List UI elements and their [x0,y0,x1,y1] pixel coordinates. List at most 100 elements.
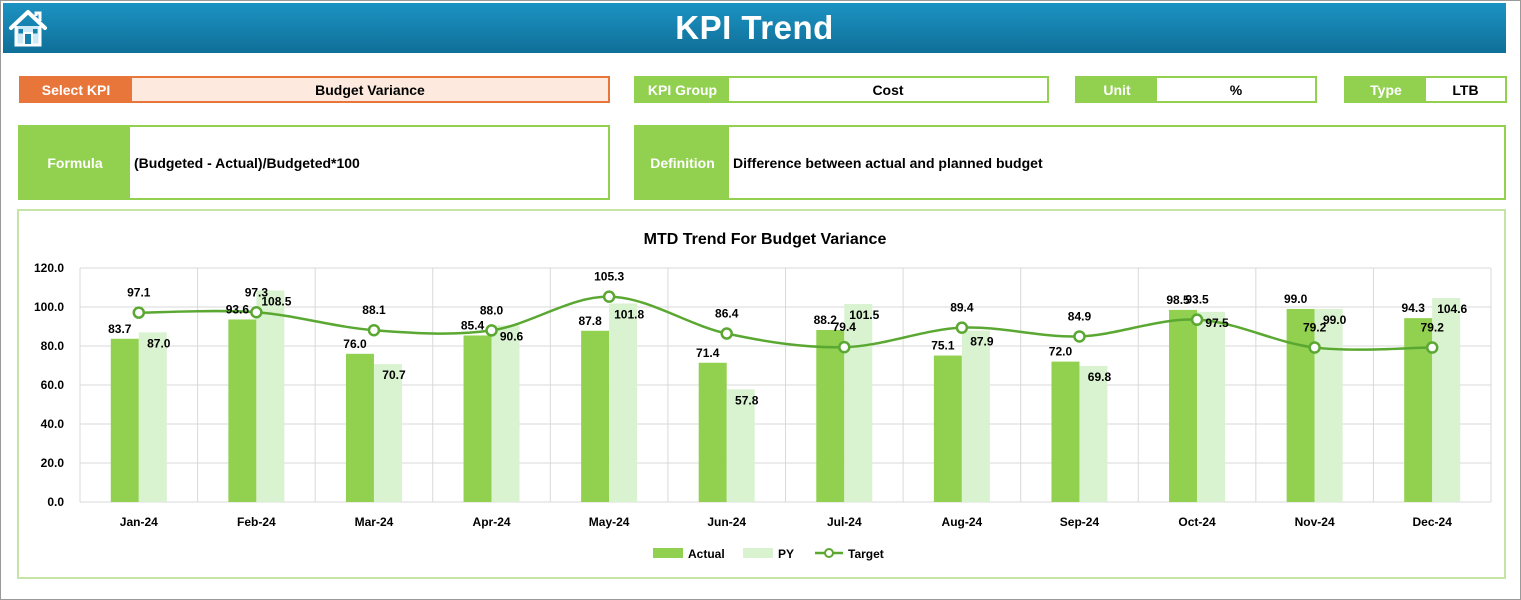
y-tick-label: 100.0 [34,300,64,314]
bar-actual [698,362,727,502]
data-label-py: 108.5 [261,294,291,308]
data-label-actual: 98.5 [1166,293,1190,307]
definition-text: Difference between actual and planned bu… [733,154,1043,171]
data-label-py: 70.7 [382,368,406,382]
target-line-group [132,290,1439,354]
bar-actual [228,319,257,502]
data-label-target: 88.0 [480,303,504,317]
x-tick-label: Jan-24 [120,515,158,529]
home-button[interactable] [7,8,49,48]
data-label-py: 104.6 [1437,302,1467,316]
target-point [250,306,263,319]
legend-label-actual: Actual [688,547,725,561]
select-kpi-field: Select KPI Budget Variance [19,76,610,103]
type-label: Type [1346,78,1426,101]
y-tick-label: 60.0 [41,378,65,392]
y-tick-label: 20.0 [41,456,65,470]
data-label-target: 84.9 [1068,309,1092,323]
data-label-py: 90.6 [500,329,524,343]
kpi-group-label: KPI Group [636,78,729,101]
bar-py [844,304,873,502]
x-tick-label: Oct-24 [1178,515,1216,529]
bar-actual [1051,361,1080,502]
definition-box: Definition Difference between actual and… [634,125,1506,200]
x-tick-label: Sep-24 [1060,515,1100,529]
data-label-actual: 99.0 [1284,292,1308,306]
bar-actual [1169,309,1198,502]
x-tick-label: Jul-24 [827,515,862,529]
kpi-group-value: Cost [872,81,904,98]
target-point [838,340,851,354]
x-tick-label: Dec-24 [1413,515,1453,529]
data-label-target: 86.4 [715,307,739,321]
y-tick-label: 80.0 [41,339,65,353]
data-label-actual: 71.4 [696,346,720,360]
bar-py [726,389,755,502]
data-label-actual: 83.7 [108,322,132,336]
bar-actual [110,338,139,502]
kpi-group-field: KPI Group Cost [634,76,1049,103]
target-point [1190,313,1204,326]
x-tick-label: Feb-24 [237,515,276,529]
target-point [485,324,498,337]
bar-py [609,303,638,502]
data-label-target: 93.5 [1185,293,1209,307]
bar-py [491,325,520,502]
legend-label-target: Target [848,547,884,561]
type-field: Type LTB [1344,76,1507,103]
target-point [132,306,146,319]
target-point [720,327,733,340]
select-kpi-dropdown[interactable]: Budget Variance [131,78,608,101]
data-label-actual: 88.2 [814,313,838,327]
y-axis-ticks: 0.0 20.0 40.0 60.0 80.0 100.0 120.0 [34,261,64,509]
data-labels: 83.7 87.0 97.1 93.6 108.597.3 76.0 70.7 88.1 85.… [108,270,1467,408]
y-tick-label: 120.0 [34,261,64,275]
data-label-target: 105.3 [594,270,624,284]
bar-py [373,364,402,502]
bar-py [138,332,167,502]
legend-swatch-py [743,548,773,558]
bar-actual [1286,308,1315,502]
x-tick-label: Mar-24 [355,515,394,529]
data-label-target: 79.2 [1303,321,1327,335]
bar-actual [933,355,962,502]
mtd-trend-chart: MTD Trend For Budget Variance 0.0 20.0 40.… [34,231,1492,561]
data-label-py: 57.8 [735,393,759,407]
target-point [1425,341,1439,354]
data-label-py: 99.0 [1323,313,1347,327]
page-title: KPI Trend [675,9,834,46]
bar-py [961,330,990,502]
x-tick-label: May-24 [589,515,630,529]
y-tick-label: 0.0 [47,495,64,509]
select-kpi-label: Select KPI [21,78,131,101]
bar-py [1197,311,1226,502]
legend-marker-target [824,548,834,558]
bar-py [1432,298,1461,502]
data-label-actual: 94.3 [1402,301,1426,315]
definition-label: Definition [636,127,729,198]
target-point [367,323,381,337]
bar-py [1314,308,1343,502]
chart-panel: MTD Trend For Budget Variance 0.0 20.0 40.… [17,209,1506,579]
data-label-py: 101.8 [614,307,644,321]
x-tick-label: Apr-24 [473,515,511,529]
type-value: LTB [1452,81,1479,98]
formula-box: Formula (Budgeted - Actual)/Budgeted*100 [18,125,610,200]
unit-label: Unit [1077,78,1157,101]
bar-py [1079,365,1108,502]
data-label-py: 87.9 [970,335,994,349]
chart-bars [110,290,1461,502]
x-tick-label: Jun-24 [707,515,746,529]
legend-swatch-actual [653,548,683,558]
unit-field: Unit % [1075,76,1317,103]
legend-label-py: PY [778,547,794,561]
bar-actual [463,335,492,502]
data-label-actual: 72.0 [1049,345,1073,359]
y-tick-label: 40.0 [41,417,65,431]
home-icon [9,10,47,47]
target-point [1308,341,1321,354]
x-tick-label: Nov-24 [1295,515,1335,529]
bar-actual [345,353,374,502]
unit-value: % [1229,81,1243,98]
chart-title: MTD Trend For Budget Variance [644,231,887,248]
